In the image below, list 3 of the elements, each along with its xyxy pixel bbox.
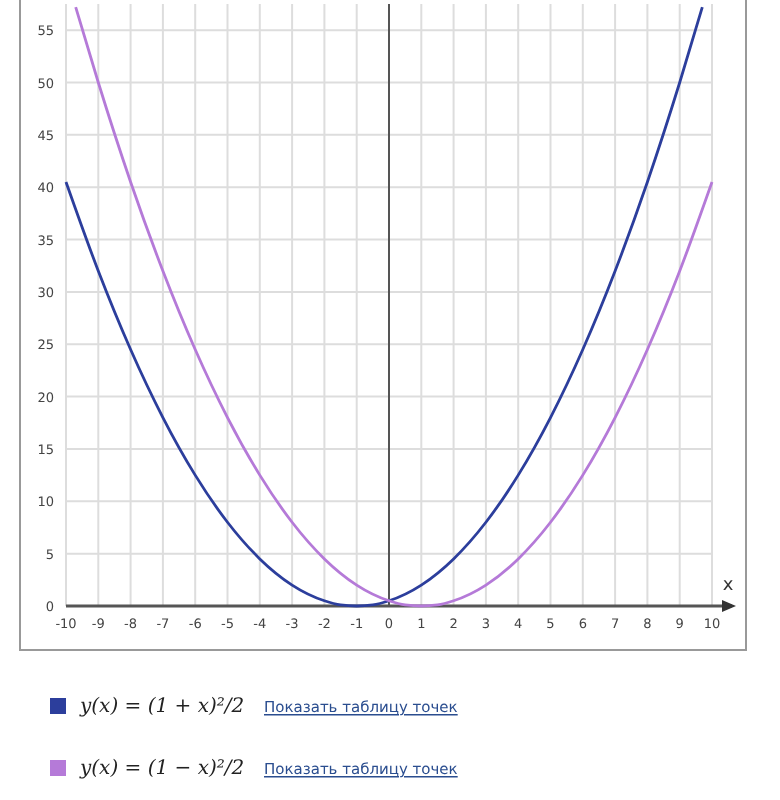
legend-label: y(x) = (1 − x)²/2: [78, 758, 245, 780]
x-axis-title: x: [722, 576, 735, 596]
legend-label: y(x) = (1 + x)²/2: [78, 696, 245, 718]
